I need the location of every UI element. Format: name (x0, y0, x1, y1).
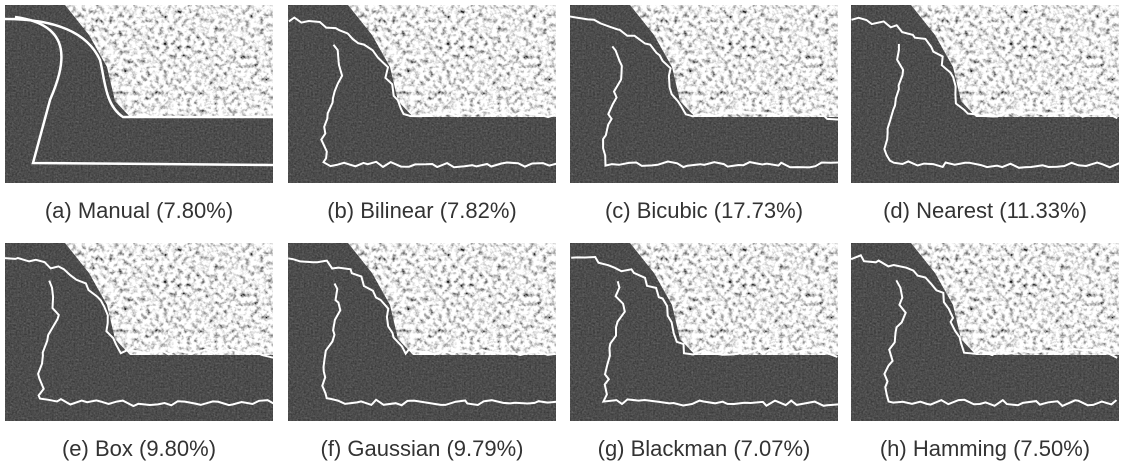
panel (288, 5, 559, 183)
panel (5, 243, 273, 421)
panel (288, 243, 559, 421)
caption: (c) Bicubic (17.73%) (605, 198, 803, 223)
caption: (d) Nearest (11.33%) (883, 198, 1087, 223)
panel (851, 5, 1121, 183)
caption: (h) Hamming (7.50%) (880, 436, 1090, 461)
panel (5, 5, 273, 183)
figure: (a) Manual (7.80%) (b) Bilinear (7.82%) (c… (0, 0, 1130, 470)
panel (568, 5, 841, 183)
caption: (f) Gaussian (9.79%) (321, 436, 524, 461)
caption: (a) Manual (7.80%) (45, 198, 233, 223)
panel (570, 243, 839, 421)
caption: (g) Blackman (7.07%) (598, 436, 811, 461)
page: (a) Manual (7.80%) (b) Bilinear (7.82%) (c… (0, 0, 1130, 470)
caption: (b) Bilinear (7.82%) (327, 198, 517, 223)
caption: (e) Box (9.80%) (62, 436, 216, 461)
panel (851, 243, 1119, 421)
